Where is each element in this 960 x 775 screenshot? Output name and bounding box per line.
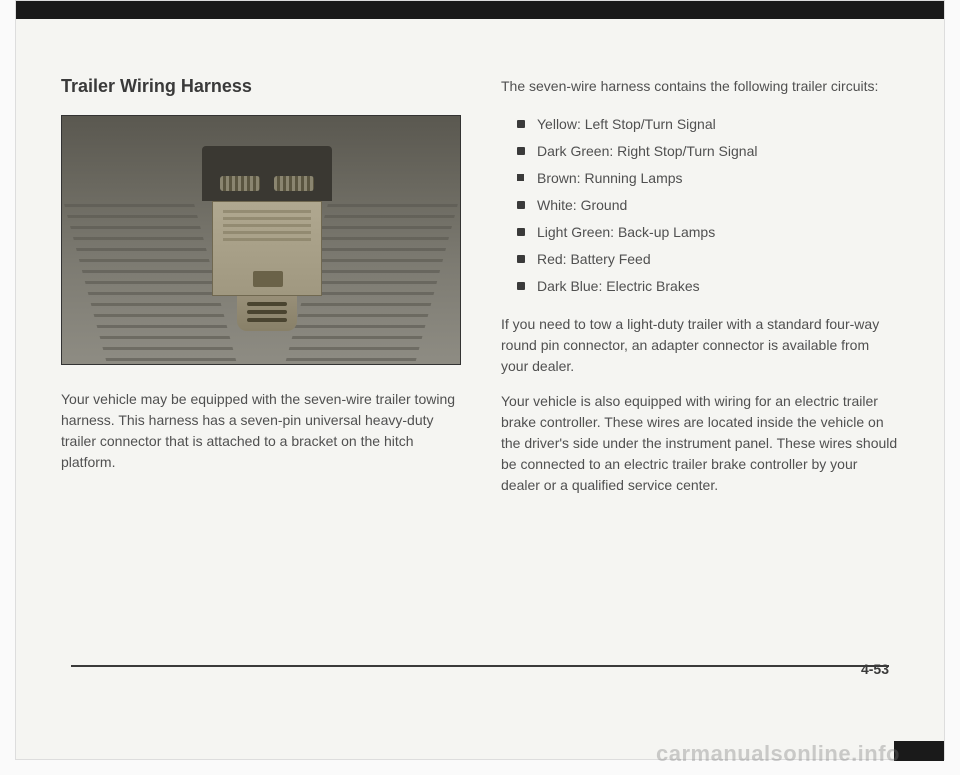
page-frame: Trailer Wiring Harness [15, 0, 945, 760]
corner-tab [894, 741, 944, 761]
list-item: Brown: Running Lamps [517, 165, 899, 192]
left-paragraph: Your vehicle may be equipped with the se… [61, 389, 461, 473]
list-item: Light Green: Back-up Lamps [517, 219, 899, 246]
right-paragraph-3: Your vehicle is also equipped with wirin… [501, 391, 899, 496]
top-border-bar [16, 1, 944, 19]
connector-label-text [223, 210, 311, 245]
connector-plug [237, 296, 297, 331]
watermark-text: carmanualsonline.info [656, 741, 900, 767]
footer-divider [71, 665, 889, 667]
connector-slot [247, 310, 287, 314]
list-item: Dark Green: Right Stop/Turn Signal [517, 138, 899, 165]
list-item: Red: Battery Feed [517, 246, 899, 273]
list-item: White: Ground [517, 192, 899, 219]
page-number: 4-53 [861, 661, 889, 677]
section-title: Trailer Wiring Harness [61, 76, 461, 97]
right-intro-text: The seven-wire harness contains the foll… [501, 76, 899, 97]
connector-slot [247, 302, 287, 306]
gm-badge-icon [253, 271, 283, 287]
connector-figure [61, 115, 461, 365]
connector-body [212, 201, 322, 296]
trailer-connector [202, 146, 332, 316]
list-item: Dark Blue: Electric Brakes [517, 273, 899, 300]
right-paragraph-2: If you need to tow a light-duty trailer … [501, 314, 899, 377]
connector-slot [247, 318, 287, 322]
right-column: The seven-wire harness contains the foll… [501, 76, 899, 699]
list-item: Yellow: Left Stop/Turn Signal [517, 111, 899, 138]
connector-spring-left [220, 176, 260, 191]
circuits-list: Yellow: Left Stop/Turn Signal Dark Green… [517, 111, 899, 300]
left-column: Trailer Wiring Harness [61, 76, 461, 699]
connector-mount [202, 146, 332, 201]
connector-spring-right [274, 176, 314, 191]
content-area: Trailer Wiring Harness [61, 76, 899, 699]
